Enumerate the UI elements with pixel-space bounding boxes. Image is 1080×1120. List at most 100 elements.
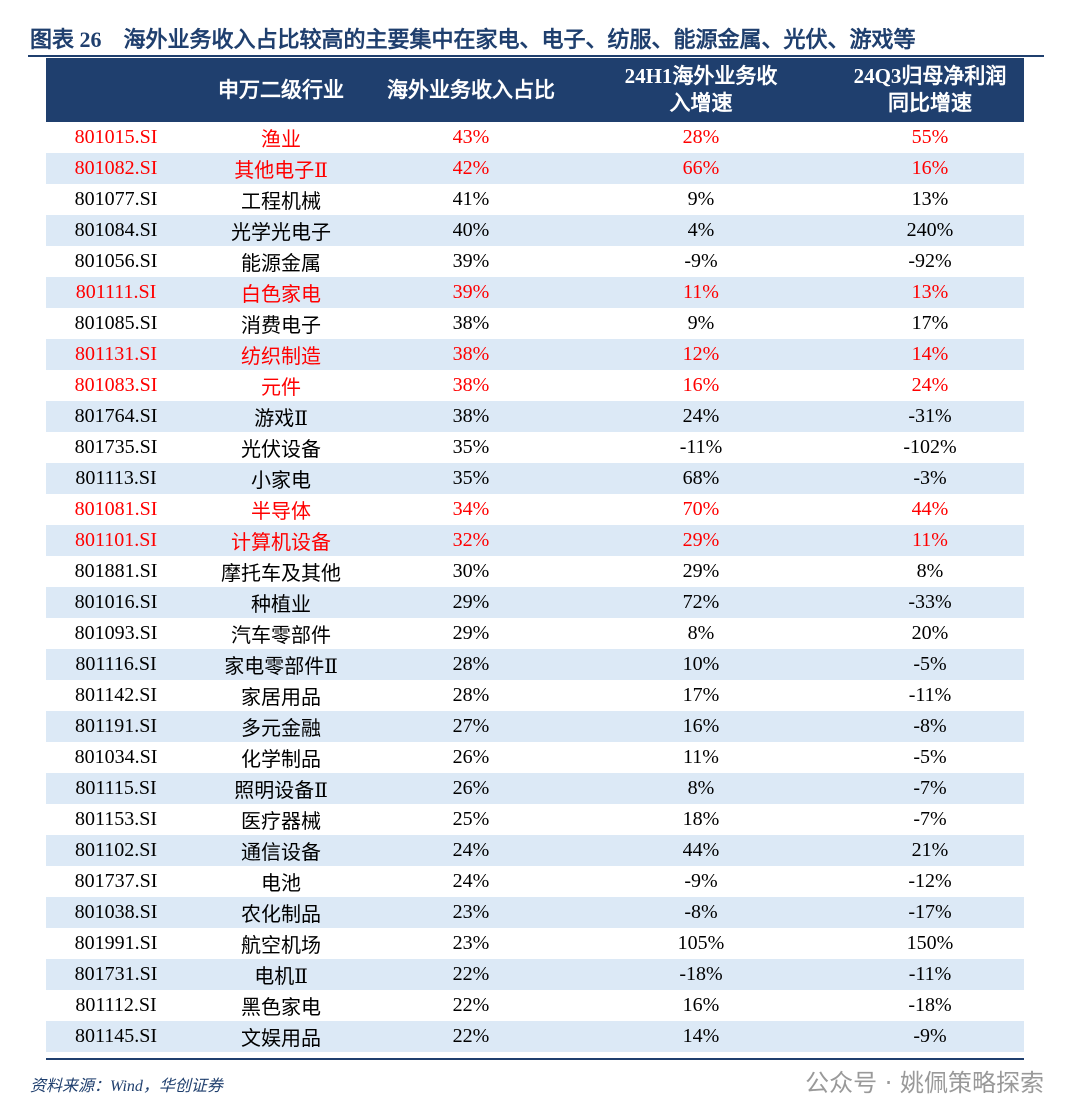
table-cell: 55% [911, 126, 949, 148]
table-row: 801082.SI 其他电子Ⅱ 42% 66% 16% [46, 153, 1024, 184]
table-cell: 24% [376, 835, 566, 866]
table-cell: 汽车零部件 [231, 625, 331, 647]
table-cell: 半导体 [251, 501, 311, 523]
table-row: 801016.SI 种植业 29% 72% -33% [46, 587, 1024, 618]
table-cell: 39% [452, 250, 490, 272]
table-cell: 29% [682, 560, 720, 582]
table-cell: 光学光电子 [186, 215, 376, 246]
table-cell: -5% [836, 649, 1024, 680]
table-cell: 801034.SI [74, 746, 158, 768]
table-cell: 计算机设备 [186, 525, 376, 556]
table-cell: 医疗器械 [241, 811, 321, 833]
table-cell: 通信设备 [186, 835, 376, 866]
table-cell: 8% [566, 773, 836, 804]
header-text: 24Q3归母净利润 [853, 64, 1007, 88]
table-cell: 光伏设备 [241, 439, 321, 461]
table-cell: 41% [452, 188, 490, 210]
table-cell: 801038.SI [46, 897, 186, 928]
table-cell: 801142.SI [74, 684, 158, 706]
table-cell: -12% [908, 870, 952, 892]
table-cell: 20% [911, 622, 949, 644]
table-cell: 801016.SI [46, 587, 186, 618]
table-row: 801116.SI 家电零部件Ⅱ 28% 10% -5% [46, 649, 1024, 680]
table-cell: 8% [916, 560, 944, 582]
table-row: 801093.SI 汽车零部件 29% 8% 20% [46, 618, 1024, 649]
table-cell: 801737.SI [74, 870, 158, 892]
table-row: 801112.SI 黑色家电 22% 16% -18% [46, 990, 1024, 1021]
table-cell: -5% [913, 746, 947, 768]
table-cell: -7% [836, 773, 1024, 804]
table-cell: 多元金融 [186, 711, 376, 742]
table-row: 801085.SI 消费电子 38% 9% 17% [46, 308, 1024, 339]
table-row: 801735.SI 光伏设备 35% -11% -102% [46, 432, 1024, 463]
table-row: 801081.SI 半导体 34% 70% 44% [46, 494, 1024, 525]
table-cell: 消费电子 [241, 315, 321, 337]
table-row: 801111.SI 白色家电 39% 11% 13% [46, 277, 1024, 308]
table-cell: 电池 [261, 873, 301, 895]
rule [28, 55, 1044, 57]
table-cell: 801093.SI [74, 622, 158, 644]
table-cell: 29% [376, 587, 566, 618]
table-cell: 家居用品 [241, 687, 321, 709]
table-cell: 9% [687, 312, 715, 334]
table-cell: 42% [376, 153, 566, 184]
table-row: 801131.SI 纺织制造 38% 12% 14% [46, 339, 1024, 370]
table-cell: 801735.SI [74, 436, 158, 458]
header-text: 入增速 [669, 91, 733, 115]
table-cell: 8% [687, 622, 715, 644]
table-cell: -33% [836, 587, 1024, 618]
table-row: 801764.SI 游戏Ⅱ 38% 24% -31% [46, 401, 1024, 432]
table-cell: -3% [836, 463, 1024, 494]
table-cell: 23% [452, 932, 490, 954]
table-cell: 9% [687, 188, 715, 210]
table-cell: 黑色家电 [241, 997, 321, 1019]
header-text: 申万二级行业 [218, 77, 344, 102]
table-cell: -9% [836, 1021, 1024, 1052]
watermark: 公众号 · 姚佩策略探索 [805, 1069, 1044, 1097]
table-cell: 22% [452, 994, 490, 1016]
table-cell: -18% [908, 994, 952, 1016]
source-note: 资料来源：Wind，华创证券 [30, 1078, 223, 1095]
table-cell: 66% [566, 153, 836, 184]
table-row: 801077.SI 工程机械 41% 9% 13% [46, 184, 1024, 215]
table-cell: 摩托车及其他 [221, 563, 341, 585]
table-cell: -102% [903, 436, 957, 458]
table-cell: 29% [566, 525, 836, 556]
table-cell: 家电零部件Ⅱ [186, 649, 376, 680]
header-text: 同比增速 [888, 91, 972, 115]
table-cell: -7% [913, 808, 947, 830]
table-cell: 17% [682, 684, 720, 706]
table-cell: 38% [452, 374, 490, 396]
table-cell: 801881.SI [74, 560, 158, 582]
table-cell: 801101.SI [46, 525, 186, 556]
table-cell: 801113.SI [46, 463, 186, 494]
table-cell: 游戏Ⅱ [186, 401, 376, 432]
table-cell: -18% [566, 959, 836, 990]
table-cell: 35% [452, 436, 490, 458]
table-cell: -9% [684, 870, 718, 892]
table-cell: 能源金属 [241, 253, 321, 275]
table-cell: 13% [911, 188, 949, 210]
table-cell: 电机Ⅱ [186, 959, 376, 990]
table-cell: 文娱用品 [186, 1021, 376, 1052]
table-cell: 801102.SI [46, 835, 186, 866]
table-cell: 68% [566, 463, 836, 494]
table-cell: 801015.SI [74, 126, 158, 148]
table-row: 801991.SI 航空机场 23% 105% 150% [46, 928, 1024, 959]
table-cell: 22% [376, 959, 566, 990]
table-cell: 801115.SI [46, 773, 186, 804]
table-cell: 18% [682, 808, 720, 830]
table-cell: 32% [376, 525, 566, 556]
table-cell: 801111.SI [46, 277, 186, 308]
table-cell: 43% [452, 126, 490, 148]
table-cell: 801764.SI [46, 401, 186, 432]
table-row: 801142.SI 家居用品 28% 17% -11% [46, 680, 1024, 711]
table-cell: -92% [908, 250, 952, 272]
table-cell: -31% [836, 401, 1024, 432]
table-cell: 38% [376, 401, 566, 432]
table-cell: 其他电子Ⅱ [186, 153, 376, 184]
table-cell: 白色家电 [186, 277, 376, 308]
table-cell: 105% [677, 932, 725, 954]
table-cell: 38% [452, 312, 490, 334]
table-row: 801015.SI 渔业 43% 28% 55% [46, 122, 1024, 153]
